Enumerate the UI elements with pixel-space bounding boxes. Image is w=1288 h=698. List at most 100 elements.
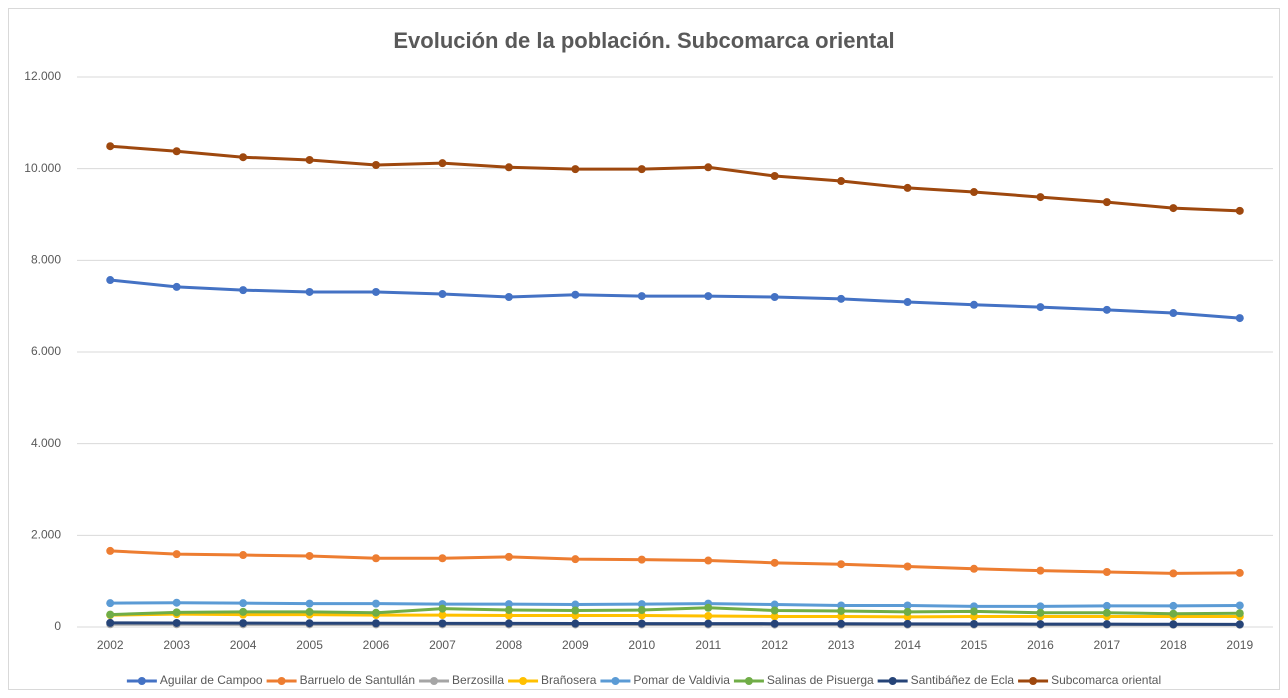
y-tick-label: 6.000: [31, 344, 61, 358]
series-line: [110, 144, 1240, 213]
data-point: [305, 607, 314, 616]
data-point: [637, 165, 646, 174]
data-point: [704, 292, 713, 301]
data-point: [239, 153, 248, 162]
data-point: [1169, 609, 1178, 618]
x-tick-label: 2012: [761, 638, 788, 652]
x-tick-label: 2006: [363, 638, 390, 652]
data-point: [504, 293, 513, 301]
y-tick-label: 4.000: [31, 436, 61, 450]
legend-marker: [137, 677, 146, 685]
data-point: [438, 159, 447, 168]
legend-label: Barruelo de Santullán: [300, 673, 415, 687]
legend-label: Aguilar de Campoo: [160, 673, 263, 687]
data-point: [770, 293, 779, 301]
legend-item: Berzosilla: [419, 673, 504, 687]
data-point: [837, 601, 846, 610]
x-tick-label: 2007: [429, 638, 456, 652]
data-point: [504, 611, 513, 620]
data-point: [239, 286, 248, 295]
series-line: [110, 621, 1240, 626]
data-point: [1169, 601, 1178, 610]
legend-item: Barruelo de Santullán: [266, 673, 415, 687]
data-point: [1036, 566, 1045, 575]
data-point: [970, 564, 978, 573]
data-point: [106, 546, 115, 555]
data-point: [1235, 206, 1244, 215]
y-tick-label: 8.000: [31, 253, 61, 267]
legend-item: Salinas de Pisuerga: [733, 673, 874, 687]
series: [106, 276, 1244, 323]
data-point: [1036, 608, 1045, 617]
data-point: [770, 612, 779, 621]
data-point: [770, 600, 779, 609]
legend-label: Subcomarca oriental: [1051, 673, 1161, 687]
x-tick-label: 2004: [230, 638, 257, 652]
legend-marker: [744, 677, 753, 685]
data-point: [1036, 602, 1045, 611]
legend-marker: [888, 677, 897, 685]
data-point: [106, 142, 115, 151]
series-line: [110, 601, 1240, 608]
x-tick-label: 2013: [828, 638, 855, 652]
data-point: [504, 606, 513, 615]
data-point: [903, 619, 912, 628]
data-point: [1235, 601, 1244, 610]
legend-item: Aguilar de Campoo: [126, 673, 263, 687]
data-point: [305, 155, 314, 164]
legend-marker: [277, 677, 286, 685]
data-point: [239, 619, 248, 628]
data-point: [770, 619, 779, 628]
data-point: [372, 554, 380, 563]
legend-label: Santibáñez de Ecla: [911, 673, 1015, 687]
data-point: [172, 618, 181, 627]
data-point: [837, 560, 846, 569]
data-point: [1102, 608, 1111, 617]
data-point: [372, 599, 380, 608]
data-point: [837, 177, 846, 186]
y-tick-label: 12.000: [24, 69, 61, 83]
data-point: [1036, 193, 1045, 202]
legend: Aguilar de Campoo Barruelo de Santullán Be…: [126, 673, 1161, 687]
data-point: [372, 161, 380, 169]
series-line: [110, 612, 1240, 619]
data-point: [704, 619, 713, 628]
x-tick-label: 2018: [1160, 638, 1187, 652]
data-point: [571, 619, 580, 628]
data-point: [837, 612, 846, 621]
data-point: [970, 607, 978, 616]
data-point: [1102, 620, 1111, 629]
data-point: [903, 298, 912, 307]
data-point: [704, 556, 713, 565]
data-point: [106, 618, 115, 627]
data-point: [305, 287, 314, 296]
data-point: [504, 163, 513, 172]
data-point: [837, 619, 846, 628]
data-point: [372, 619, 380, 628]
legend-label: Pomar de Valdivia: [633, 673, 730, 687]
x-tick-label: 2011: [695, 638, 721, 652]
data-point: [637, 606, 646, 615]
x-tick-label: 2003: [163, 638, 190, 652]
data-point: [239, 599, 248, 608]
series: [106, 546, 1244, 578]
x-tick-label: 2009: [562, 638, 589, 652]
data-point: [903, 601, 912, 610]
data-point: [970, 300, 978, 309]
data-point: [172, 598, 181, 607]
data-point: [1235, 609, 1244, 618]
data-point: [106, 610, 115, 619]
data-point: [1036, 303, 1045, 312]
chart-title: Evolución de la población. Subcomarca or…: [393, 28, 894, 53]
legend-item: Pomar de Valdivia: [600, 673, 730, 687]
data-point: [571, 606, 580, 615]
data-point: [172, 282, 181, 291]
data-point: [837, 294, 846, 303]
data-point: [1102, 568, 1111, 576]
data-point: [1102, 198, 1111, 207]
x-tick-label: 2005: [296, 638, 323, 652]
x-tick-label: 2014: [894, 638, 921, 652]
data-point: [438, 290, 447, 299]
series: [106, 618, 1244, 629]
